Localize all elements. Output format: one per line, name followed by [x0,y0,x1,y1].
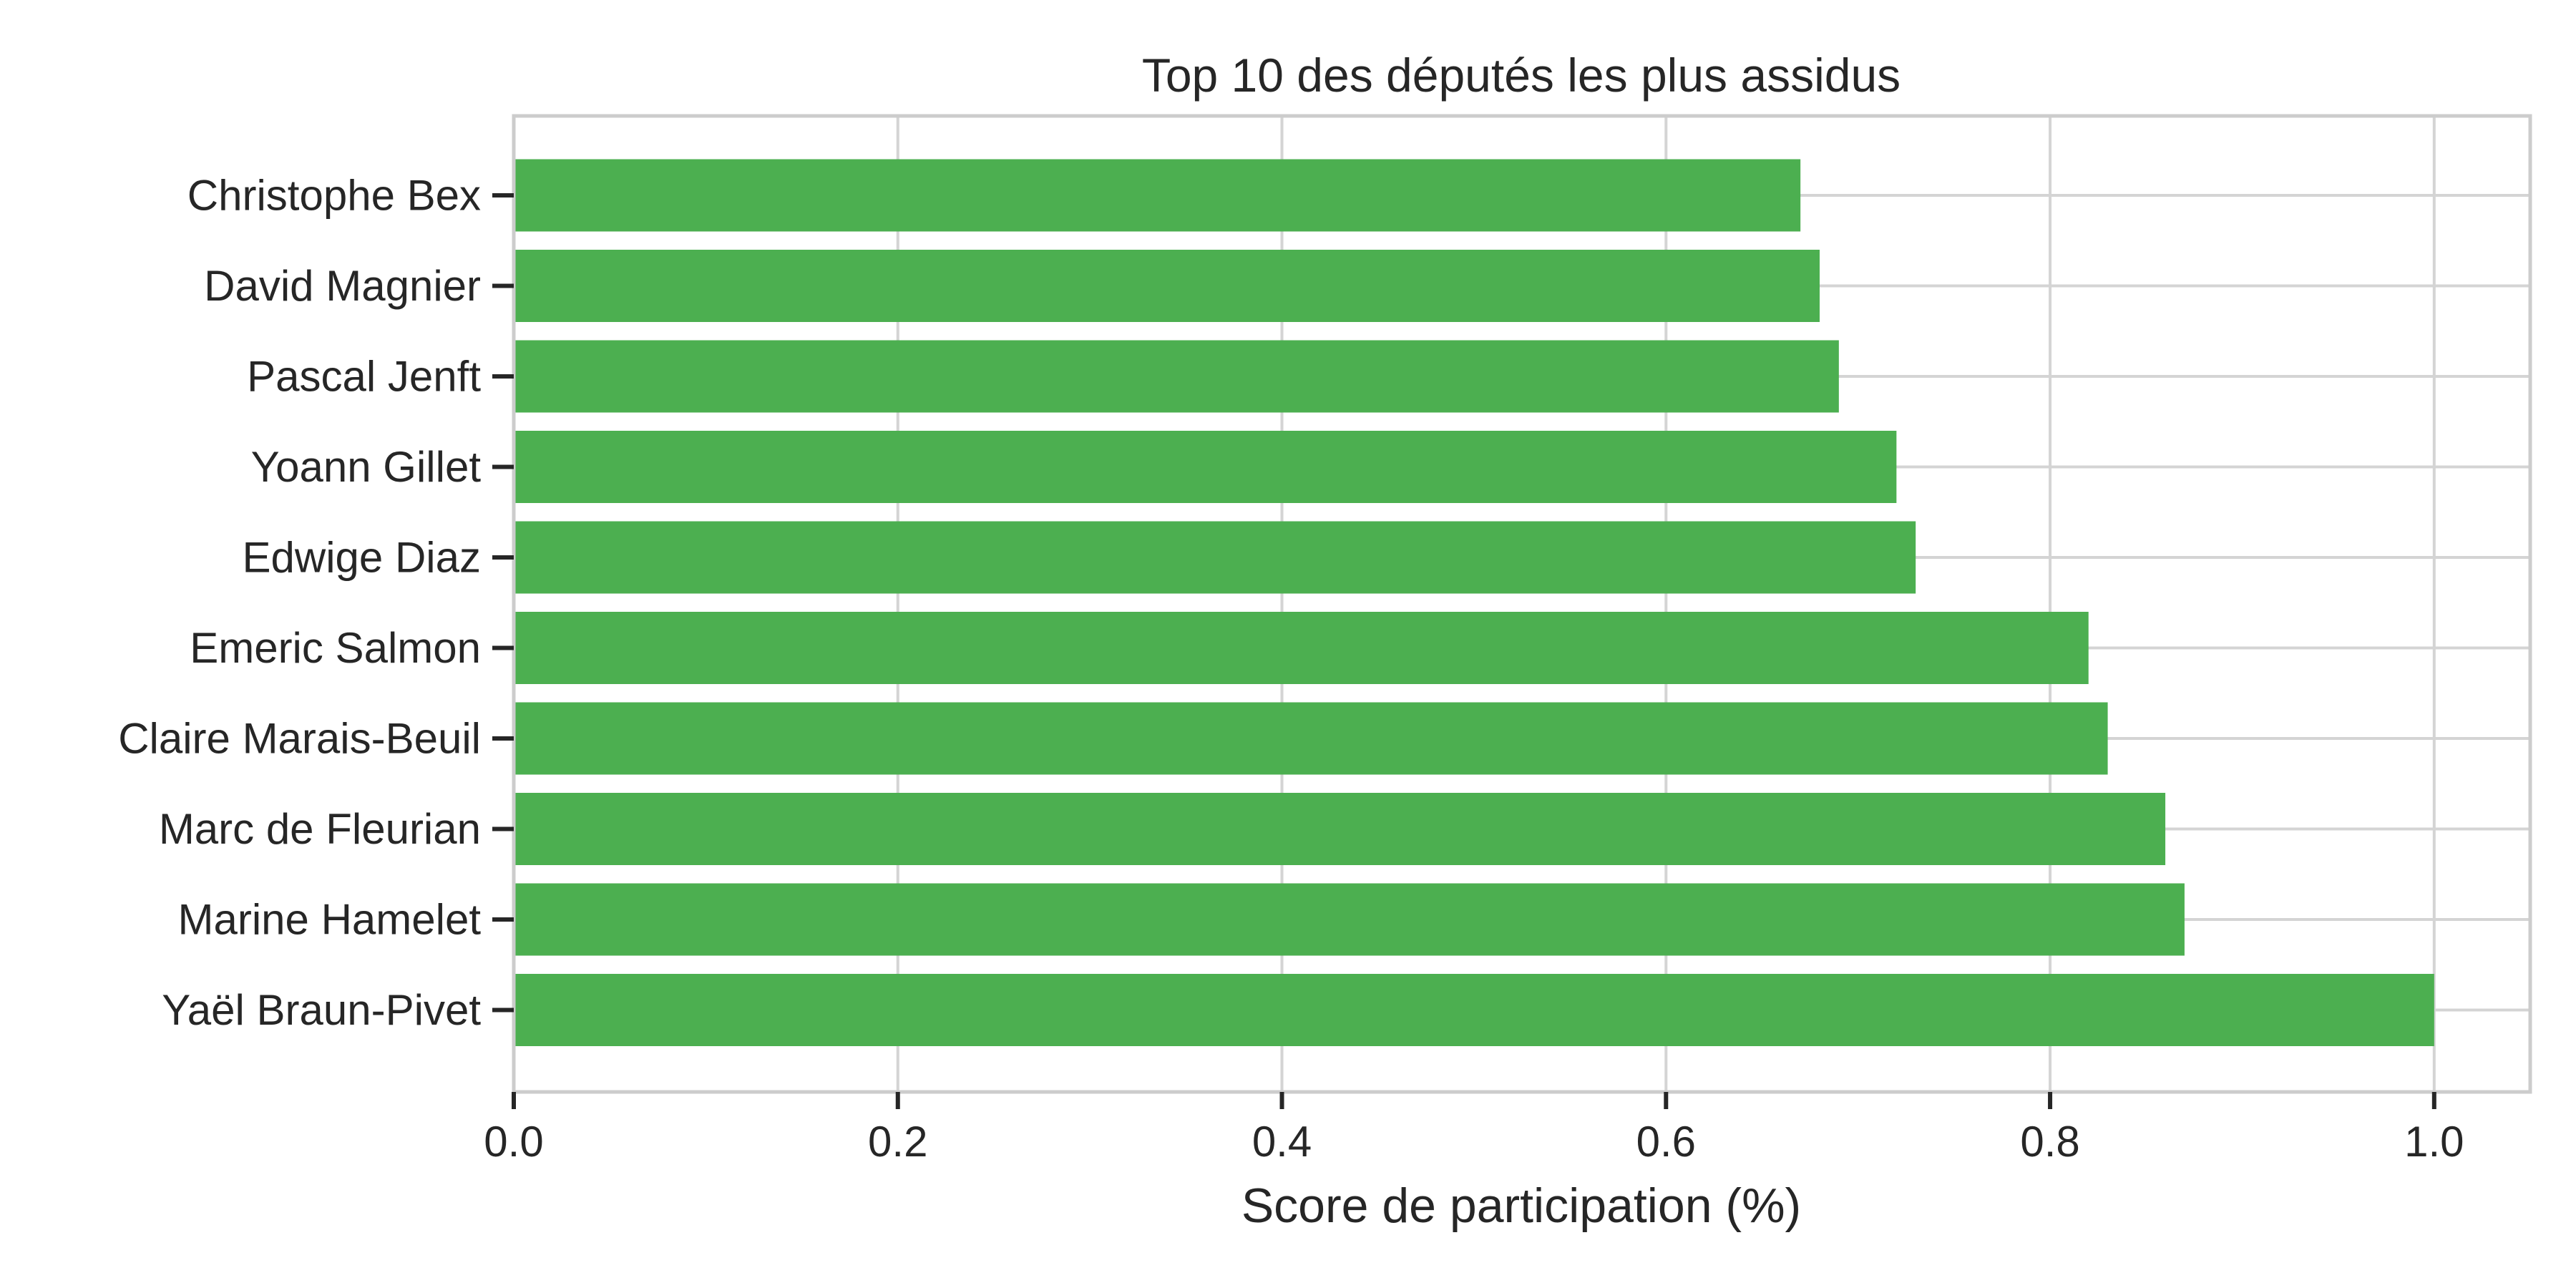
chart-title: Top 10 des députés les plus assidus [1142,49,1901,102]
x-tick-label: 0.2 [868,1118,927,1166]
y-tick-label: Yoann Gillet [251,443,482,491]
bar [514,250,1820,322]
y-tick-label: Marine Hamelet [178,896,482,944]
y-tick-label: Pascal Jenft [247,353,481,401]
x-tick-label: 0.0 [484,1118,543,1166]
y-axis: Christophe Bex David Magnier Pascal Jenft Y… [118,172,514,1034]
x-axis: 0.0 0.2 0.4 0.6 0.8 1.0 [484,1092,2464,1166]
bar [514,159,1801,232]
y-tick-label: Marc de Fleurian [159,805,481,853]
y-tick-label: Yaël Braun-Pivet [162,986,481,1034]
bars [514,159,2434,1046]
bar [514,702,2108,775]
plot-frame [512,114,2532,1094]
x-tick-label: 0.6 [1636,1118,1696,1166]
bar [514,974,2434,1046]
x-tick-label: 0.8 [2020,1118,2079,1166]
bar [514,883,2185,956]
x-axis-label: Score de participation (%) [1241,1179,1801,1233]
y-tick-label: Claire Marais-Beuil [118,715,481,763]
y-tick-label: Edwige Diaz [243,534,482,582]
y-tick-label: David Magnier [204,262,481,310]
x-tick-label: 0.4 [1252,1118,1312,1166]
x-tick-label: 1.0 [2404,1118,2464,1166]
bar [514,793,2166,865]
bar [514,340,1839,413]
y-tick-label: Christophe Bex [187,172,481,220]
y-tick-label: Emeric Salmon [190,624,481,672]
bar [514,521,1916,594]
bar [514,612,2089,684]
bar [514,431,1897,503]
